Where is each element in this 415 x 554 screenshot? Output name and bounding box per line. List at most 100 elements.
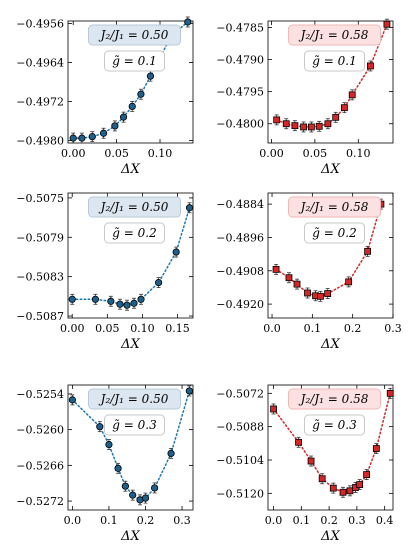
ratio-box — [288, 196, 381, 218]
x-axis-label: ΔX — [120, 162, 140, 177]
data-point — [116, 300, 124, 308]
data-point — [285, 274, 293, 282]
x-tick-label: 0.3 — [173, 514, 191, 527]
x-tick-label: 0.00 — [60, 322, 85, 335]
axes-frame — [267, 384, 394, 511]
x-tick-label: 0.10 — [148, 147, 173, 160]
data-point — [272, 265, 280, 273]
data-point — [185, 387, 193, 395]
ratio-box — [288, 24, 381, 46]
y-tick-label: −0.4920 — [216, 298, 264, 311]
g-box — [104, 222, 165, 244]
ratio-label: J₂/J₁ = 0.58 — [298, 392, 369, 406]
data-point — [315, 122, 323, 130]
data-point — [137, 90, 145, 98]
series-line — [71, 207, 191, 306]
g-box — [304, 414, 365, 436]
axes-frame — [67, 20, 194, 144]
data-point — [282, 120, 290, 128]
x-axis-label: ΔX — [320, 529, 340, 544]
x-axis-label: ΔX — [120, 337, 140, 352]
y-tick-label: −0.5272 — [16, 495, 64, 508]
y-tick-label: −0.5075 — [16, 192, 64, 205]
data-point — [111, 122, 119, 130]
data-point — [137, 295, 145, 303]
x-axis-label: ΔX — [320, 337, 340, 352]
data-point — [386, 389, 394, 397]
y-tick-label: −0.4790 — [216, 54, 264, 67]
ratio-box — [288, 388, 381, 410]
x-tick-label: 0.00 — [259, 147, 284, 160]
ratio-label: J₂/J₁ = 0.58 — [298, 28, 369, 42]
axes-frame — [267, 192, 394, 319]
x-tick-label: 0.15 — [165, 322, 190, 335]
y-tick-label: −0.4785 — [216, 21, 264, 34]
y-tick-label: −0.5104 — [216, 454, 264, 467]
series-line — [71, 390, 191, 501]
data-point — [91, 295, 99, 303]
y-tick-label: −0.5260 — [16, 424, 64, 437]
y-tick-label: −0.4980 — [16, 135, 64, 148]
data-point — [121, 482, 129, 490]
data-point — [348, 91, 356, 99]
data-point — [363, 471, 371, 478]
y-tick-label: −0.5088 — [216, 421, 264, 434]
x-axis-label: ΔX — [120, 529, 140, 544]
data-point — [129, 491, 137, 499]
data-point — [119, 113, 128, 121]
x-tick-label: 0.2 — [344, 322, 362, 335]
y-tick-label: −0.4956 — [16, 17, 64, 30]
g-label: g̃ = 0.2 — [112, 226, 156, 240]
data-point — [367, 62, 374, 70]
y-tick-label: −0.4800 — [216, 118, 264, 131]
x-tick-label: 0.00 — [61, 147, 86, 160]
data-point — [372, 445, 380, 452]
x-axis-label: ΔX — [320, 162, 340, 177]
data-point — [324, 120, 332, 128]
y-tick-label: −0.4795 — [216, 86, 264, 99]
x-tick-label: 0.05 — [303, 147, 328, 160]
x-tick-label: 0.2 — [320, 514, 338, 527]
data-point — [123, 301, 131, 309]
x-tick-label: 0.4 — [376, 514, 394, 527]
data-point — [324, 290, 332, 297]
data-point — [340, 104, 348, 112]
g-box — [304, 222, 365, 244]
data-point — [154, 278, 163, 287]
g-label: g̃ = 0.2 — [312, 226, 356, 240]
x-tick-label: 0.2 — [137, 514, 155, 527]
data-point — [185, 204, 194, 212]
data-point — [68, 396, 76, 404]
data-point — [78, 134, 86, 142]
ratio-label: J₂/J₁ = 0.50 — [98, 28, 169, 42]
data-point — [300, 123, 307, 131]
data-point — [105, 440, 113, 449]
data-point — [346, 487, 354, 495]
data-point — [317, 292, 324, 300]
panel-2: 0.00 0.05 0.10 −0.4800 −0.4795 −0.4790 −0.4785… — [216, 18, 394, 177]
data-point — [184, 18, 192, 26]
y-tick-label: −0.4964 — [16, 56, 64, 69]
data-point — [172, 248, 180, 256]
x-tick-label: 0.1 — [293, 514, 311, 527]
panel-5: 0.0 0.1 0.2 0.3 −0.5272 −0.5266 −0.5260 −0.5254… — [16, 384, 194, 544]
ratio-label: J₂/J₁ = 0.58 — [298, 200, 369, 214]
data-point — [146, 72, 155, 80]
series-line — [275, 203, 382, 298]
x-tick-label: 0.0 — [265, 514, 283, 527]
y-tick-label: −0.4884 — [216, 198, 264, 211]
data-point — [69, 134, 77, 142]
g-label: g̃ = 0.3 — [112, 418, 157, 432]
panel-1: 0.00 0.05 0.10 −0.4980 −0.4972 −0.4964 −0.4956… — [16, 16, 194, 177]
ratio-label: J₂/J₁ = 0.50 — [98, 392, 169, 406]
data-point — [364, 247, 371, 255]
y-tick-label: −0.5079 — [16, 231, 64, 244]
data-point — [308, 123, 315, 131]
data-point — [151, 484, 159, 492]
g-box — [104, 50, 165, 72]
y-tick-label: −0.4908 — [216, 265, 264, 278]
data-point — [270, 405, 277, 413]
data-point — [304, 289, 311, 297]
data-point — [99, 129, 108, 137]
